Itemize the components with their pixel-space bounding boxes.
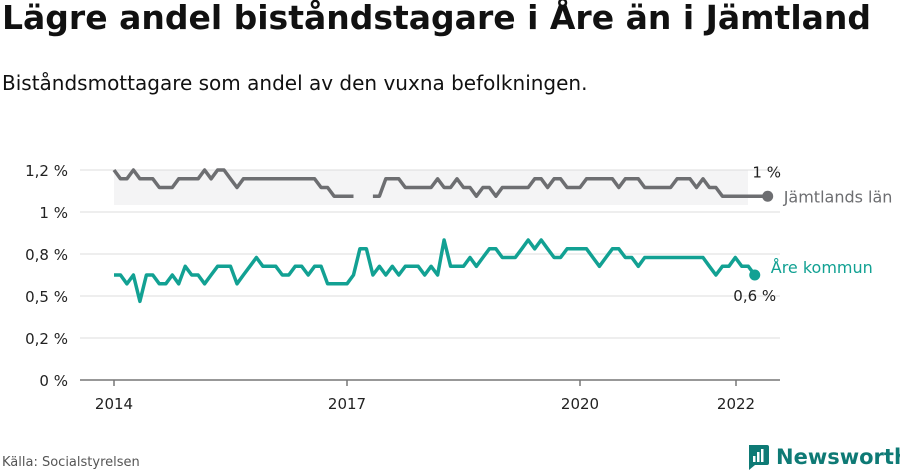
- x-tick-label: 2017: [328, 395, 366, 413]
- end-point-are: [749, 269, 761, 281]
- series-label-are: Åre kommun: [771, 258, 873, 277]
- y-tick-label: 0,5 %: [25, 288, 68, 306]
- chart-title: Lägre andel biståndstagare i Åre än i Jä…: [2, 0, 872, 37]
- brand-logo[interactable]: Newsworthy: [746, 441, 900, 473]
- series-label-jamtland: Jämtlands län: [783, 187, 893, 206]
- y-tick-label: 1,2 %: [25, 162, 68, 180]
- series-line-jamtland: [112, 168, 768, 198]
- x-tick-label: 2022: [717, 395, 755, 413]
- y-tick-label: 1 %: [39, 204, 68, 222]
- x-tick-label: 2014: [95, 395, 133, 413]
- end-value-label-are: 0,6 %: [733, 287, 776, 305]
- series-line-are: [114, 238, 757, 304]
- newsworthy-logo-icon: [749, 445, 769, 470]
- end-point-jamtland: [762, 190, 774, 202]
- brand-name: Newsworthy: [776, 445, 900, 469]
- chart-subtitle: Biståndsmottagare som andel av den vuxna…: [2, 71, 588, 95]
- source-note: Källa: Socialstyrelsen: [2, 455, 140, 470]
- y-tick-label: 0,2 %: [25, 330, 68, 348]
- y-tick-label: 0 %: [39, 372, 68, 390]
- y-tick-label: 0,8 %: [25, 246, 68, 264]
- x-tick-label: 2020: [561, 395, 599, 413]
- end-value-label-jamtland: 1 %: [752, 163, 781, 181]
